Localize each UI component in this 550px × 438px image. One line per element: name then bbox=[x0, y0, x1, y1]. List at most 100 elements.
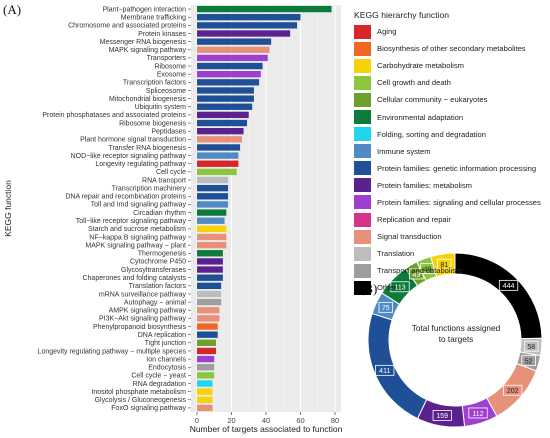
donut-value-label: 113 bbox=[394, 285, 405, 292]
legend-label: Immune system bbox=[377, 146, 431, 156]
legend-item: Cell growth and death bbox=[354, 74, 550, 91]
legend-swatch bbox=[354, 229, 371, 244]
legend-label: Protein families: signaling and cellular… bbox=[377, 197, 541, 207]
legend-item: Aging bbox=[354, 23, 550, 40]
legend-label: Environmental adaptation bbox=[377, 112, 464, 122]
donut-value-label: 75 bbox=[382, 305, 390, 312]
bar bbox=[197, 14, 301, 21]
donut-value-box bbox=[432, 410, 452, 421]
donut-value-box bbox=[521, 355, 536, 367]
legend-swatch bbox=[354, 263, 371, 278]
y-tick-label: Tight junction bbox=[145, 340, 186, 347]
y-tick-label: DNA replication bbox=[138, 332, 186, 339]
bar bbox=[197, 119, 248, 127]
legend-label: Cell growth and death bbox=[377, 78, 451, 88]
legend-label: Carbohydrate metabolism bbox=[377, 61, 464, 71]
legend-swatch bbox=[354, 127, 371, 142]
legend-label: Translation bbox=[377, 249, 415, 259]
y-tick-label: Transcription factors bbox=[123, 80, 187, 87]
bar bbox=[197, 152, 239, 159]
panel-label-a: (A) bbox=[3, 2, 22, 17]
donut-value-box bbox=[468, 407, 488, 419]
x-tick-label: 0 bbox=[195, 416, 199, 425]
legend-swatch bbox=[354, 41, 371, 56]
y-tick-label: Phenylpropanoid biosynthesis bbox=[93, 324, 187, 331]
legend-item: Folding, sorting and degradation bbox=[354, 126, 550, 143]
legend-swatch bbox=[354, 110, 371, 125]
bar bbox=[197, 290, 222, 298]
bar bbox=[197, 22, 298, 29]
y-tick-label: Membrane trafficking bbox=[121, 15, 186, 22]
donut-value-label: 81 bbox=[440, 262, 448, 269]
bar bbox=[197, 388, 213, 395]
y-tick-label: Cell cycle − yeast bbox=[131, 373, 186, 380]
y-axis-label: KEGG function bbox=[3, 180, 13, 237]
bar bbox=[197, 168, 237, 176]
donut-value-box bbox=[524, 340, 539, 352]
bar bbox=[197, 62, 263, 70]
y-tick-label: mRNA surveillance pathway bbox=[99, 291, 187, 298]
legend-label: Aging bbox=[377, 27, 397, 37]
donut-value-label: 444 bbox=[503, 283, 515, 290]
y-tick-label: Ubiquitin system bbox=[135, 104, 187, 111]
legend-item: Biosynthesis of other secondary metaboli… bbox=[354, 40, 550, 57]
donut-value-box bbox=[375, 364, 395, 376]
legend-item: Immune system bbox=[354, 143, 550, 160]
y-tick-label: RNA transport bbox=[142, 177, 186, 184]
donut-value-box bbox=[378, 301, 394, 313]
donut-value-label: 49 bbox=[424, 266, 432, 273]
legend-label: Folding, sorting and degradation bbox=[377, 129, 486, 139]
bar bbox=[197, 184, 229, 192]
x-tick-label: 20 bbox=[227, 416, 235, 425]
bar bbox=[197, 95, 254, 102]
bar bbox=[197, 209, 227, 216]
bar bbox=[197, 87, 254, 94]
bar bbox=[197, 396, 213, 403]
bar bbox=[197, 380, 213, 387]
bar bbox=[197, 307, 220, 314]
bar bbox=[197, 282, 222, 290]
y-tick-label: Ion channels bbox=[146, 356, 186, 363]
bar bbox=[197, 266, 223, 273]
y-tick-label: Chromosome and associated proteins bbox=[68, 23, 186, 30]
bar bbox=[197, 127, 244, 135]
bar bbox=[197, 364, 215, 371]
legend-item: Protein families: signaling and cellular… bbox=[354, 194, 550, 211]
legend-swatch bbox=[354, 246, 371, 261]
bar bbox=[197, 5, 332, 13]
bar bbox=[197, 315, 220, 322]
donut-value-box bbox=[390, 281, 410, 293]
bar bbox=[197, 46, 270, 53]
donut-value-label: 202 bbox=[507, 388, 519, 395]
donut-value-label: 52 bbox=[525, 358, 533, 365]
y-tick-label: Protein kinases bbox=[138, 31, 186, 38]
y-tick-label: Autophagy − animal bbox=[124, 299, 187, 306]
legend-swatch bbox=[354, 144, 371, 159]
donut-value-box bbox=[437, 258, 452, 270]
y-tick-label: Plant−pathogen interaction bbox=[103, 6, 187, 13]
y-tick-label: Cell cycle bbox=[156, 169, 186, 176]
y-tick-label: Spliceosome bbox=[146, 88, 186, 95]
bar bbox=[197, 103, 253, 110]
legend-item: Translation bbox=[354, 245, 550, 262]
bar bbox=[197, 79, 260, 86]
legend-swatch bbox=[354, 212, 371, 227]
y-tick-label: Transporters bbox=[147, 55, 187, 62]
bar bbox=[197, 347, 216, 355]
x-tick-label: 40 bbox=[262, 416, 270, 425]
y-tick-label: Transfer RNA biogenesis bbox=[108, 145, 186, 152]
bar bbox=[197, 193, 229, 200]
y-tick-label: NF−kappa B signaling pathway bbox=[89, 234, 186, 241]
legend-item: Transport and catabolism bbox=[354, 262, 550, 279]
legend-item: Replication and repair bbox=[354, 211, 550, 228]
legend-swatch bbox=[354, 161, 371, 176]
y-tick-label: Peptidases bbox=[151, 128, 186, 135]
y-tick-label: Protein phosphatases and associated prot… bbox=[42, 112, 186, 119]
y-tick-label: MAPK signaling pathway bbox=[109, 47, 187, 54]
legend-item: Environmental adaptation bbox=[354, 108, 550, 125]
y-tick-label: NOD−like receptor signaling pathway bbox=[71, 153, 187, 160]
y-tick-label: Messenger RNA biogenesis bbox=[100, 39, 187, 46]
legend: KEGG hierarchy function Aging Biosynthesi… bbox=[354, 10, 550, 297]
y-tick-label: PI3K−Akt signaling pathway bbox=[99, 316, 186, 323]
